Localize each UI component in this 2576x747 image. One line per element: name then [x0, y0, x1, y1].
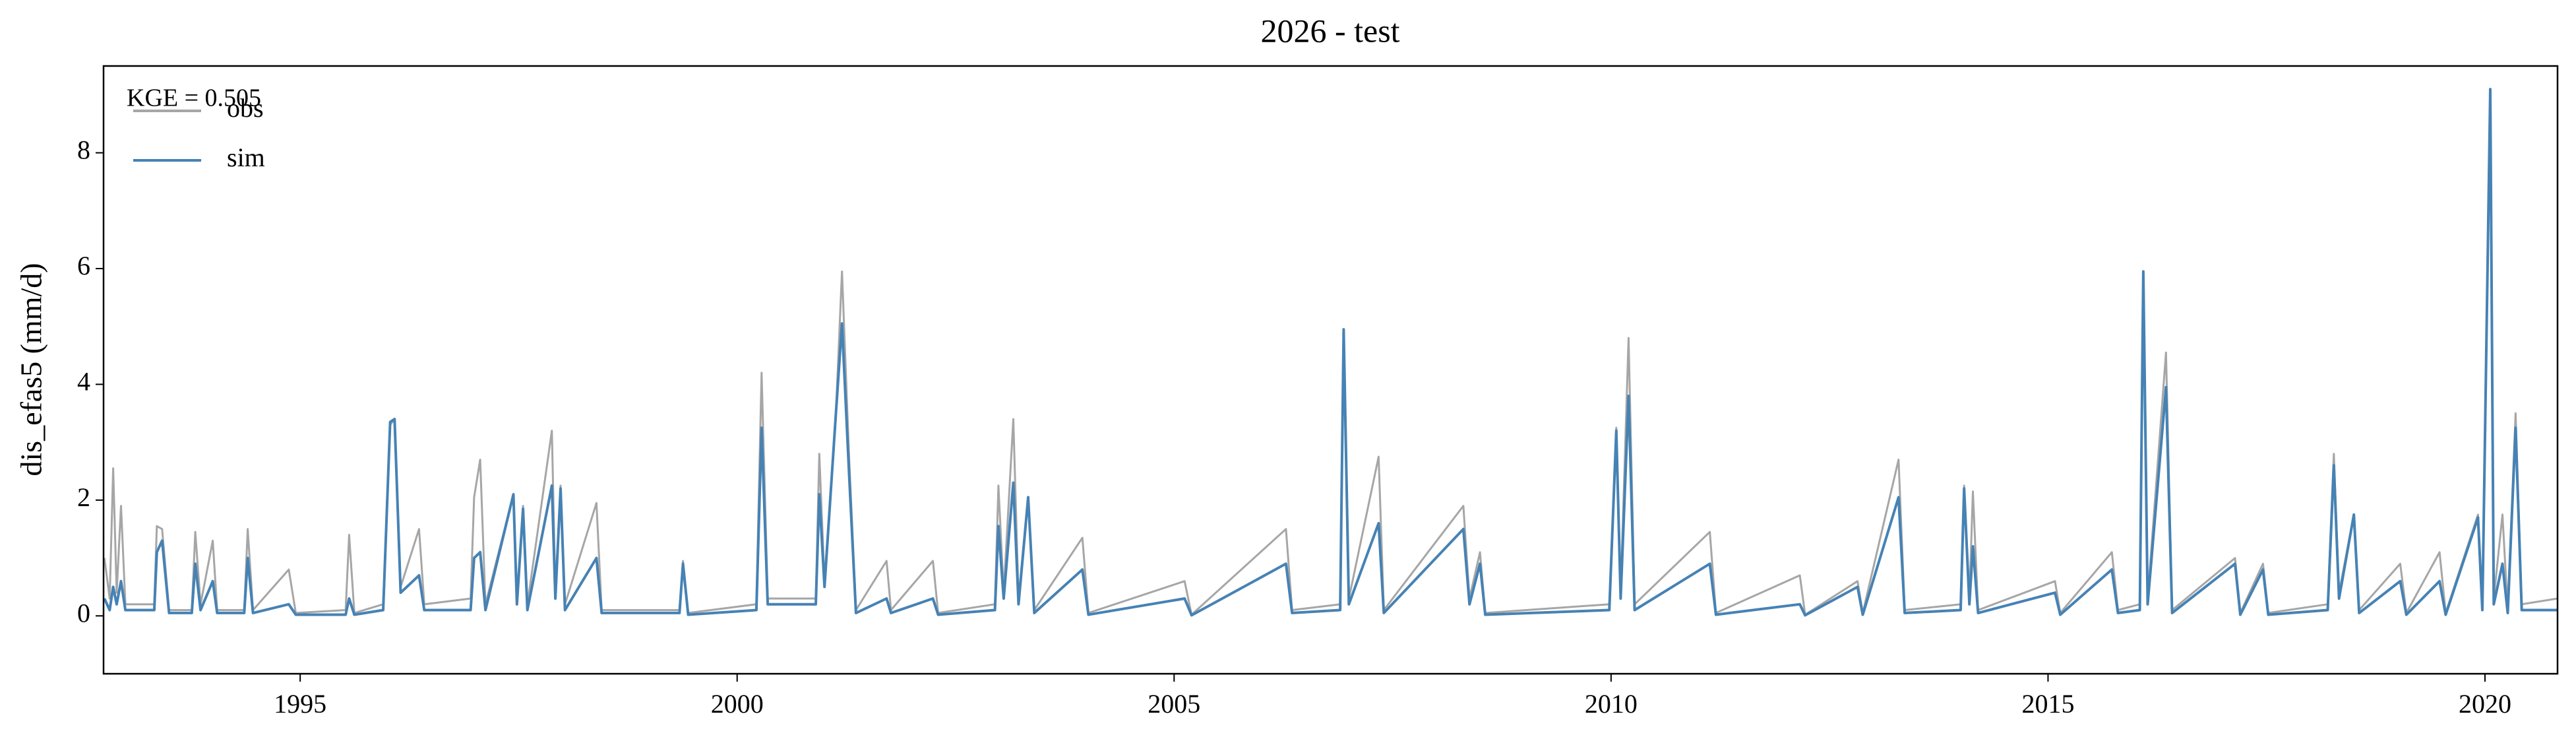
x-tick-label: 2015	[2021, 689, 2074, 719]
y-tick-label: 6	[77, 251, 90, 280]
x-tick-label: 2005	[1148, 689, 1200, 719]
y-tick-label: 2	[77, 482, 90, 512]
x-tick-label: 1995	[274, 689, 326, 719]
x-tick-label: 2010	[1585, 689, 1638, 719]
y-tick-label: 0	[77, 598, 90, 628]
series-line	[103, 88, 2558, 617]
annotation: KGE = 0.505	[127, 84, 261, 112]
legend-label: sim	[227, 143, 265, 172]
plot-frame	[102, 65, 2559, 675]
x-tick-label: 2000	[711, 689, 764, 719]
legend-label: obs	[227, 93, 264, 123]
y-tick-label: 8	[77, 135, 90, 165]
y-axis-label: dis_efas5 (mm/d)	[15, 263, 48, 476]
y-tick-label: 4	[77, 367, 90, 397]
chart-title: 2026 - test	[1260, 12, 1399, 49]
x-tick-label: 2020	[2459, 689, 2511, 719]
